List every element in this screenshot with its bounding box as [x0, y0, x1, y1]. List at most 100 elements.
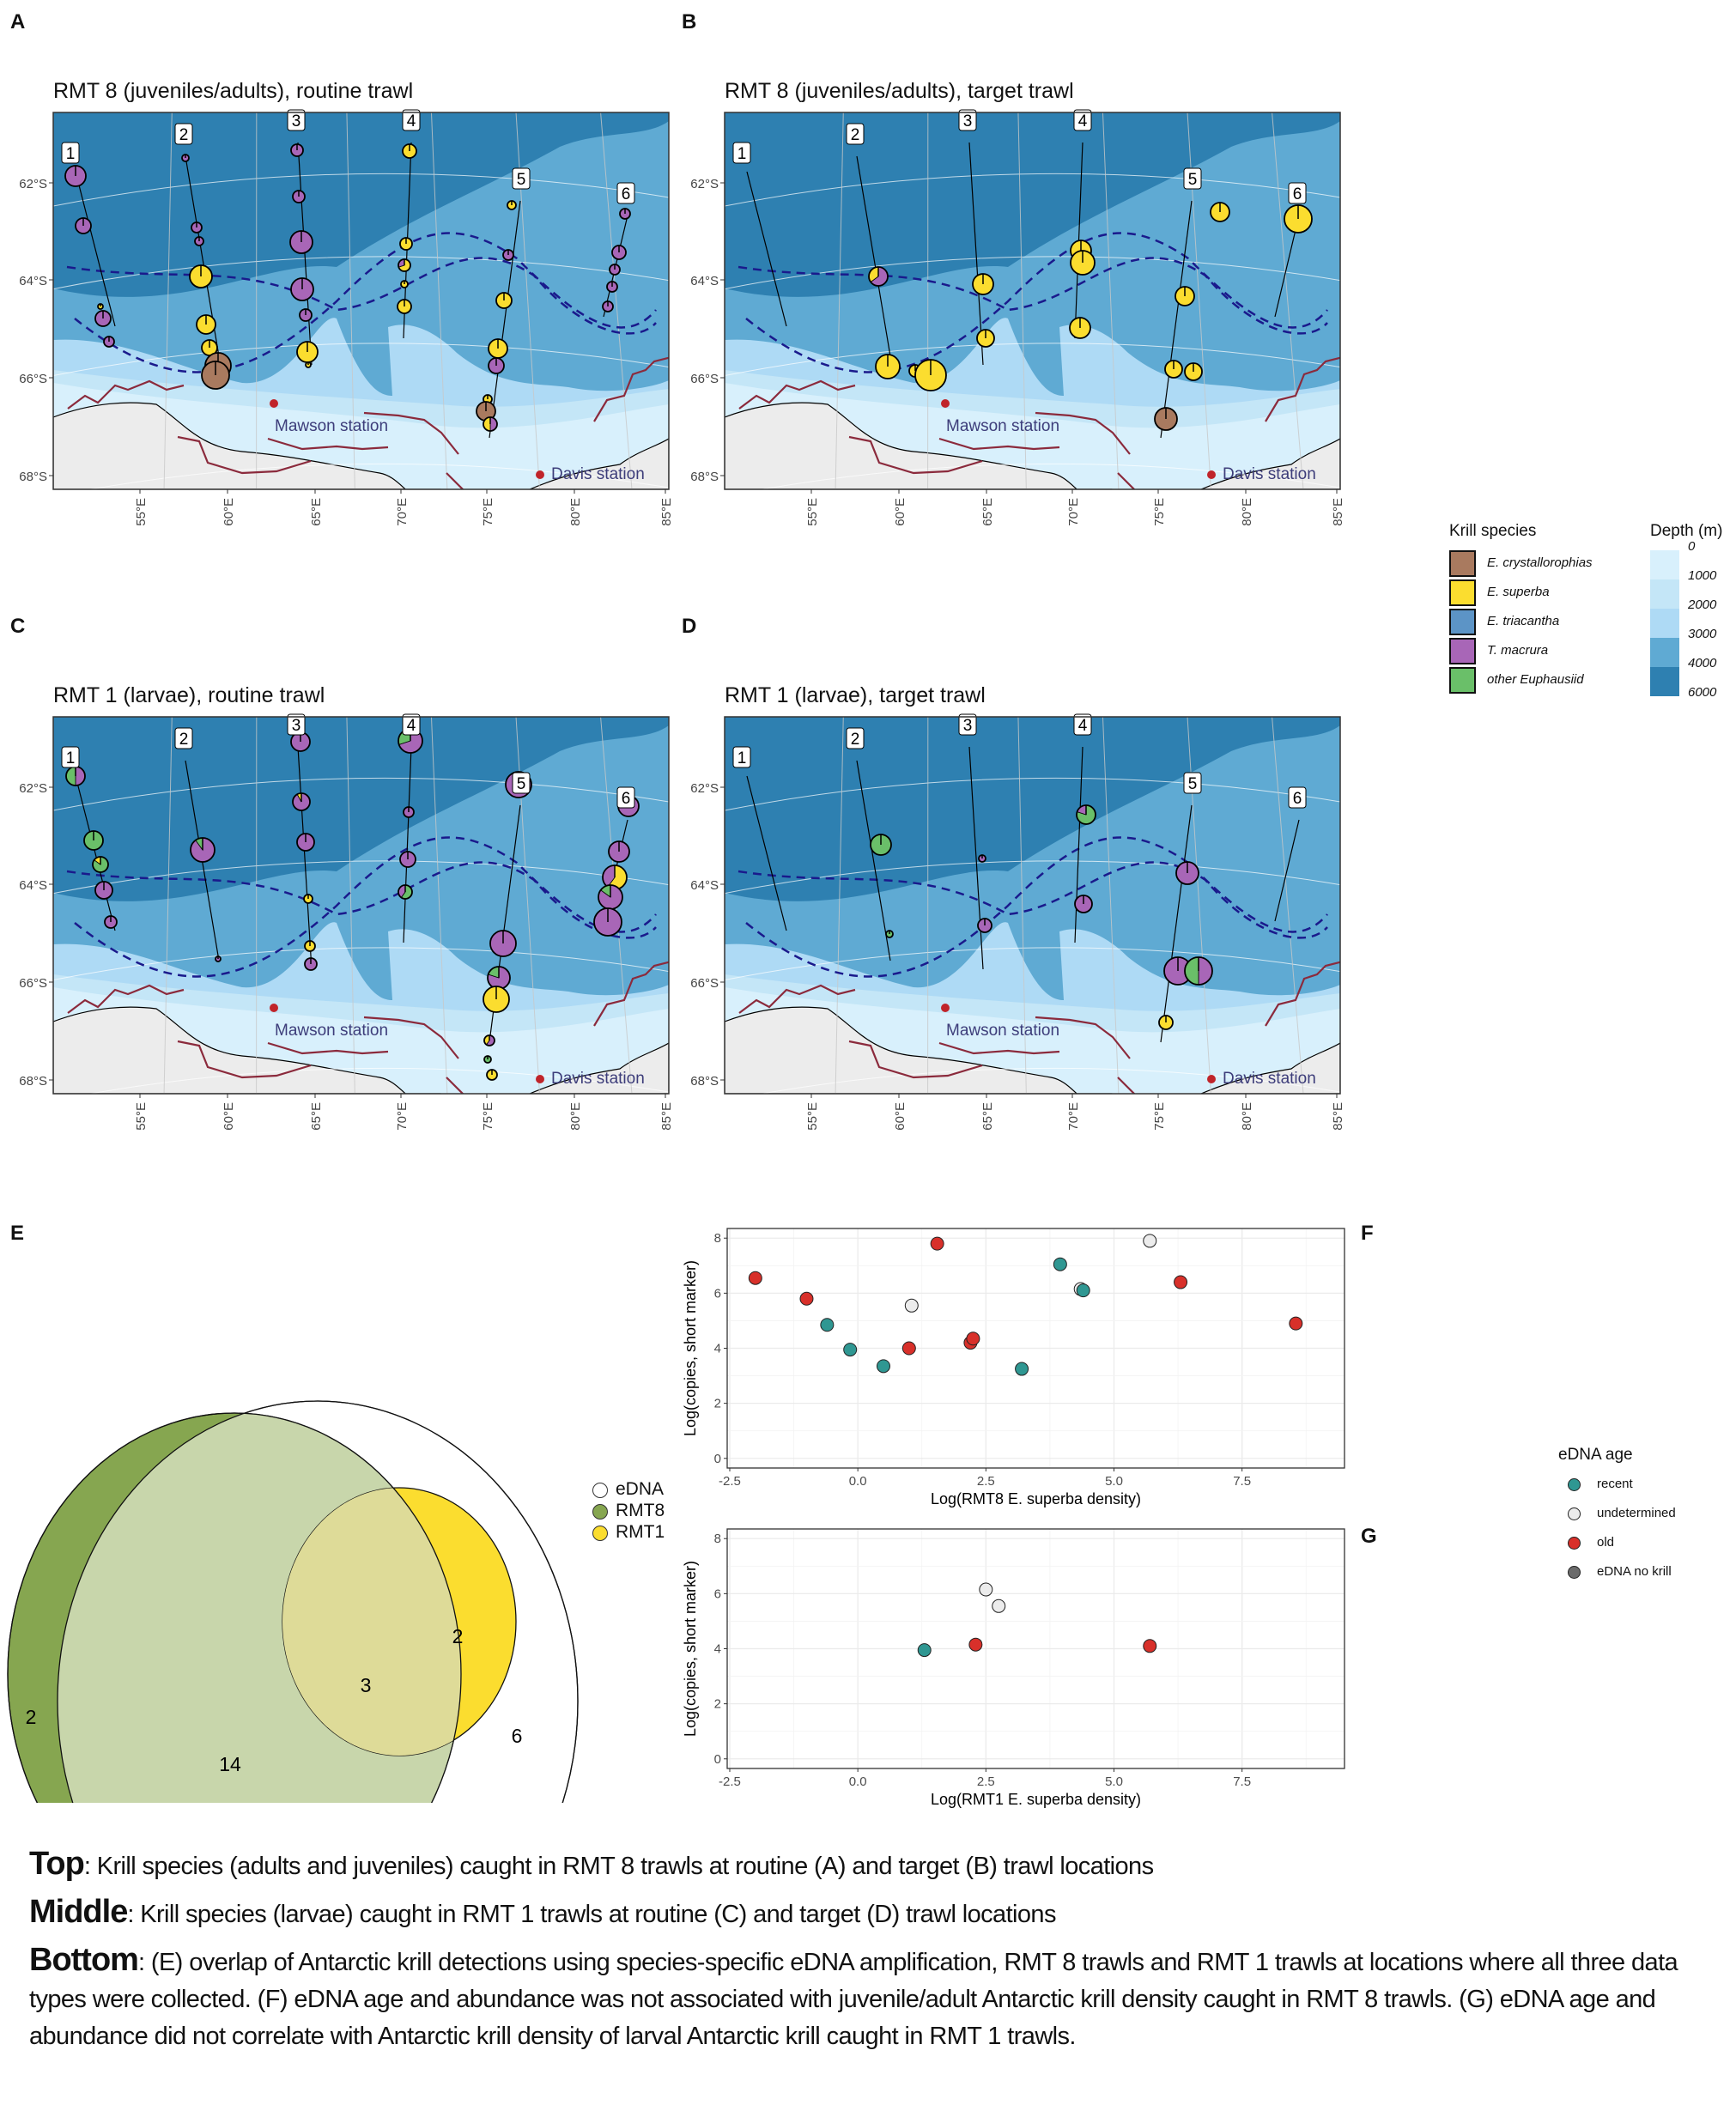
- map-plot: Mawson station Davis station 1 2 3 4 5 6 62°S 64°…: [690, 713, 1345, 1131]
- transect-label-box: [1073, 109, 1092, 131]
- transect-label-5: 5: [1183, 167, 1202, 190]
- graticule-latitude: [725, 173, 1340, 207]
- shelf-break-line: [938, 437, 1060, 451]
- x-tick-label: 2.5: [977, 1474, 995, 1489]
- graticule-latitude: [725, 343, 1340, 377]
- transect-line-5: [489, 200, 521, 439]
- catch-pie-marker: [1184, 956, 1213, 986]
- transect-label-box: [61, 142, 80, 164]
- transect-line-6: [1274, 819, 1300, 922]
- x-tick-label: 5.0: [1105, 1474, 1123, 1489]
- transect-label-box: [1288, 182, 1307, 204]
- x-axis-label: Log(RMT1 E. superba density): [931, 1791, 1141, 1808]
- davis-station-label: Davis station: [1223, 1070, 1316, 1088]
- map-frame: [52, 716, 670, 1095]
- front-line-north: [737, 257, 1328, 335]
- x-tick-label: 0.0: [849, 1774, 867, 1789]
- transect-label-2: 2: [174, 727, 193, 749]
- transect-label-text: 6: [1293, 790, 1302, 808]
- data-point-recent: [1076, 1283, 1090, 1298]
- edna-legend-label: old: [1597, 1535, 1615, 1550]
- catch-pie-marker: [602, 864, 628, 890]
- catch-pie-marker: [885, 930, 894, 938]
- transect-label-text: 3: [292, 717, 301, 735]
- krill-legend-label: E. triacantha: [1487, 614, 1560, 628]
- lat-tick-label: 66°S: [19, 976, 47, 991]
- panel-letter: B: [682, 10, 697, 33]
- lat-tick-label: 66°S: [19, 372, 47, 386]
- mawson-station-marker: [270, 1004, 278, 1012]
- catch-pie-marker: [97, 303, 104, 310]
- lon-tick-label: 60°E: [893, 1102, 907, 1131]
- mawson-station-label: Mawson station: [946, 417, 1059, 435]
- graticule-latitude: [88, 463, 669, 489]
- lon-tick-label: 85°E: [659, 498, 674, 526]
- transect-label-box: [512, 772, 531, 794]
- venn-count-edna-only: 6: [512, 1725, 523, 1747]
- panel-letter-f: F: [1361, 1222, 1374, 1245]
- land-antarctica-west: [53, 1006, 441, 1094]
- transect-label-text: 3: [963, 112, 973, 130]
- lat-tick-label: 62°S: [19, 177, 47, 191]
- lon-tick-label: 75°E: [481, 1102, 495, 1131]
- graticule-longitude: [346, 112, 355, 489]
- lon-tick-label: 70°E: [395, 498, 410, 526]
- land-antarctica-east: [1200, 1042, 1340, 1094]
- x-axis-label: Log(RMT8 E. superba density): [931, 1490, 1141, 1507]
- transect-label-3: 3: [287, 109, 306, 131]
- graticule-latitude: [760, 1067, 1340, 1094]
- transect-label-box: [402, 109, 421, 131]
- transect-label-box: [958, 713, 977, 736]
- transect-label-box: [174, 727, 193, 749]
- catch-pie-marker: [619, 208, 631, 220]
- lon-tick-label: 55°E: [134, 498, 149, 526]
- catch-pie-marker: [304, 940, 316, 952]
- front-line-north: [66, 257, 657, 335]
- caption-bottom: Bottom: (E) overlap of Antarctic krill d…: [29, 1942, 1712, 2055]
- y-axis-label: Log(copies, short marker): [682, 1561, 699, 1737]
- caption-middle: Middle: Krill species (larvae) caught in…: [29, 1894, 1712, 1933]
- caption-top: Top: Krill species (adults and juveniles…: [29, 1846, 1712, 1885]
- catch-pie-marker: [489, 930, 517, 957]
- edna-legend-label: eDNA no krill: [1597, 1564, 1672, 1579]
- map-title: RMT 8 (juveniles/adults), routine trawl: [53, 79, 414, 103]
- land-antarctica-west: [725, 402, 1113, 489]
- catch-pie-marker: [1210, 202, 1230, 222]
- data-point-old: [930, 1236, 944, 1251]
- transect-label-text: 1: [66, 749, 76, 767]
- lon-tick-label: 65°E: [980, 498, 995, 526]
- data-point-undetermined: [979, 1582, 993, 1597]
- graticule-longitude: [1102, 717, 1120, 1094]
- edna-legend-dot: [1568, 1566, 1581, 1579]
- catch-pie-marker: [292, 792, 311, 811]
- catch-pie-marker: [488, 338, 508, 359]
- venn-count-all-three: 3: [361, 1674, 372, 1696]
- graticule-latitude: [53, 343, 669, 377]
- catch-pie-marker: [606, 281, 618, 293]
- venn-legend-label: eDNA: [616, 1479, 665, 1499]
- data-point-undetermined: [904, 1298, 919, 1313]
- x-tick-label: -2.5: [719, 1474, 741, 1489]
- lat-tick-label: 62°S: [19, 781, 47, 796]
- transect-label-text: 5: [1188, 171, 1198, 189]
- catch-pie-marker: [397, 299, 412, 314]
- mawson-station-marker: [941, 1004, 950, 1012]
- transect-label-text: 6: [622, 185, 631, 203]
- x-tick-label: 2.5: [977, 1774, 995, 1789]
- catch-pie-marker: [94, 310, 112, 327]
- shelf-break-line: [1265, 961, 1340, 1027]
- venn-legend-dot: [592, 1526, 608, 1541]
- catch-pie-marker: [215, 955, 222, 962]
- map-panel-c: C RMT 1 (larvae), routine trawl Mawson s…: [0, 604, 687, 1205]
- transect-label-text: 1: [66, 145, 76, 163]
- lat-tick-label: 62°S: [690, 177, 719, 191]
- catch-pie-marker: [507, 200, 517, 210]
- y-tick-label: 6: [714, 1586, 721, 1601]
- transect-label-3: 3: [958, 109, 977, 131]
- transect-label-2: 2: [846, 727, 865, 749]
- data-point-recent: [1015, 1362, 1029, 1376]
- shelf-break-line: [848, 435, 983, 475]
- lon-tick-label: 55°E: [805, 1102, 820, 1131]
- transect-label-2: 2: [174, 123, 193, 145]
- transect-label-box: [732, 142, 751, 164]
